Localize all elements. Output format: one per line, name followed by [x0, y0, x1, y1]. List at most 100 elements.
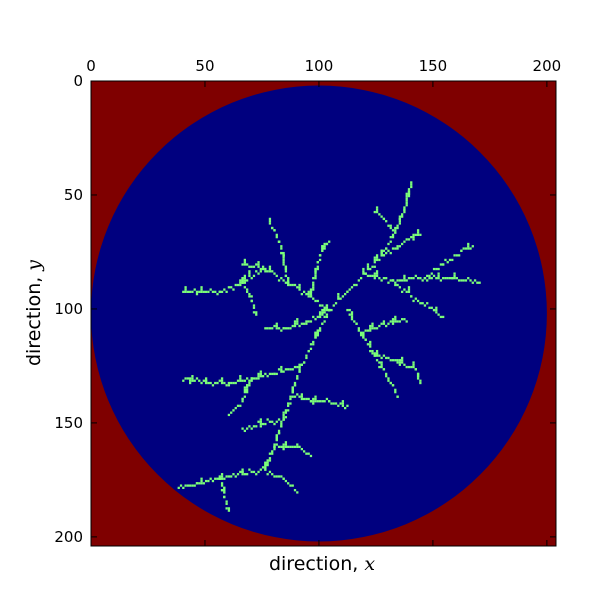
cluster-cell [346, 404, 349, 407]
cluster-cell [430, 277, 433, 280]
cluster-cell [220, 475, 224, 478]
cluster-cell [248, 381, 251, 385]
cluster-cell [191, 377, 194, 380]
cluster-cell [230, 286, 233, 289]
cluster-cell [198, 290, 201, 293]
cluster-cell [227, 475, 231, 478]
cluster-cell [277, 445, 281, 448]
cluster-cell [241, 468, 244, 471]
cluster-cell [344, 292, 347, 296]
cluster-cell [259, 418, 262, 421]
cluster-cell [282, 416, 285, 419]
cluster-cell [259, 425, 262, 428]
cluster-cell [300, 393, 303, 396]
cluster-cell [366, 263, 370, 266]
cluster-cell [375, 349, 379, 353]
cluster-cell [246, 384, 249, 387]
cluster-cell [264, 267, 267, 271]
cluster-cell [446, 277, 449, 280]
cluster-cell [442, 315, 445, 319]
cluster-cell [464, 247, 468, 250]
cluster-cell [398, 320, 401, 323]
cluster-cell [382, 249, 386, 252]
cluster-cell [289, 402, 292, 405]
cluster-cell [426, 274, 429, 278]
cluster-cell [264, 466, 267, 469]
cluster-cell [223, 288, 226, 291]
cluster-cell [282, 418, 285, 421]
cluster-cell [182, 486, 185, 490]
cluster-cell [353, 283, 356, 287]
cluster-cell [204, 381, 208, 385]
cluster-cell [316, 334, 319, 337]
cluster-cell [280, 251, 283, 255]
cluster-cell [321, 322, 324, 325]
cluster-cell [334, 402, 338, 405]
cluster-cell [241, 281, 244, 284]
cluster-cell [359, 334, 363, 337]
cluster-cell [369, 324, 372, 328]
cluster-cell [282, 413, 285, 417]
cluster-cell [350, 318, 354, 321]
cluster-cell [302, 361, 306, 364]
cluster-cell [243, 429, 246, 433]
cluster-cell [364, 338, 367, 341]
cluster-cell [223, 381, 226, 385]
cluster-cell [227, 381, 231, 385]
cluster-cell [259, 420, 262, 423]
cluster-cell [268, 267, 272, 271]
cluster-cell [403, 363, 406, 366]
cluster-cell [293, 395, 297, 398]
cluster-cell [268, 222, 272, 225]
cluster-cell [364, 272, 367, 275]
cluster-cell [380, 215, 383, 218]
cluster-cell [444, 258, 447, 262]
cluster-cell [223, 495, 226, 499]
cluster-cell [227, 507, 231, 510]
cluster-cell [246, 288, 249, 291]
cluster-cell [275, 236, 278, 239]
plot-area [91, 81, 556, 546]
cluster-cell [259, 270, 262, 273]
cluster-cell [284, 368, 288, 371]
cluster-cell [330, 308, 333, 312]
cluster-cell [359, 277, 363, 280]
cluster-cell [291, 283, 294, 287]
cluster-cell [287, 368, 290, 371]
cluster-cell [220, 477, 224, 480]
cluster-cell [385, 247, 388, 250]
cluster-cell [312, 288, 315, 291]
cluster-cell [184, 288, 187, 291]
cluster-cell [380, 254, 383, 257]
cluster-cell [232, 381, 235, 385]
cluster-cell [401, 215, 404, 218]
cluster-cell [375, 274, 379, 278]
y-tick-label: 50 [64, 186, 83, 204]
cluster-cell [387, 281, 390, 284]
cluster-cell [277, 368, 281, 371]
cluster-cell [373, 272, 376, 275]
cluster-cell [312, 343, 315, 346]
cluster-cell [264, 327, 267, 330]
cluster-cell [296, 320, 299, 323]
cluster-branch-lower-right-sub [373, 352, 422, 385]
cluster-branch-bottom-mid [273, 441, 313, 458]
cluster-cell [259, 370, 262, 373]
cluster-cell [287, 279, 290, 282]
cluster-cell [318, 311, 322, 314]
cluster-cell [448, 277, 452, 280]
cluster-cell [391, 233, 395, 236]
cluster-cell [243, 279, 246, 282]
cluster-cell [391, 320, 395, 323]
cluster-cell [437, 272, 440, 275]
cluster-cell [230, 475, 233, 478]
cluster-cell [437, 267, 440, 271]
cluster-branch-right-sub [423, 242, 474, 280]
cluster-cell [337, 297, 340, 300]
cluster-cell [396, 283, 399, 287]
cluster-cell [403, 210, 406, 214]
cluster-cell [405, 204, 408, 207]
cluster-cell [410, 183, 413, 186]
cluster-cell [186, 290, 190, 293]
cluster-cell [220, 482, 224, 485]
